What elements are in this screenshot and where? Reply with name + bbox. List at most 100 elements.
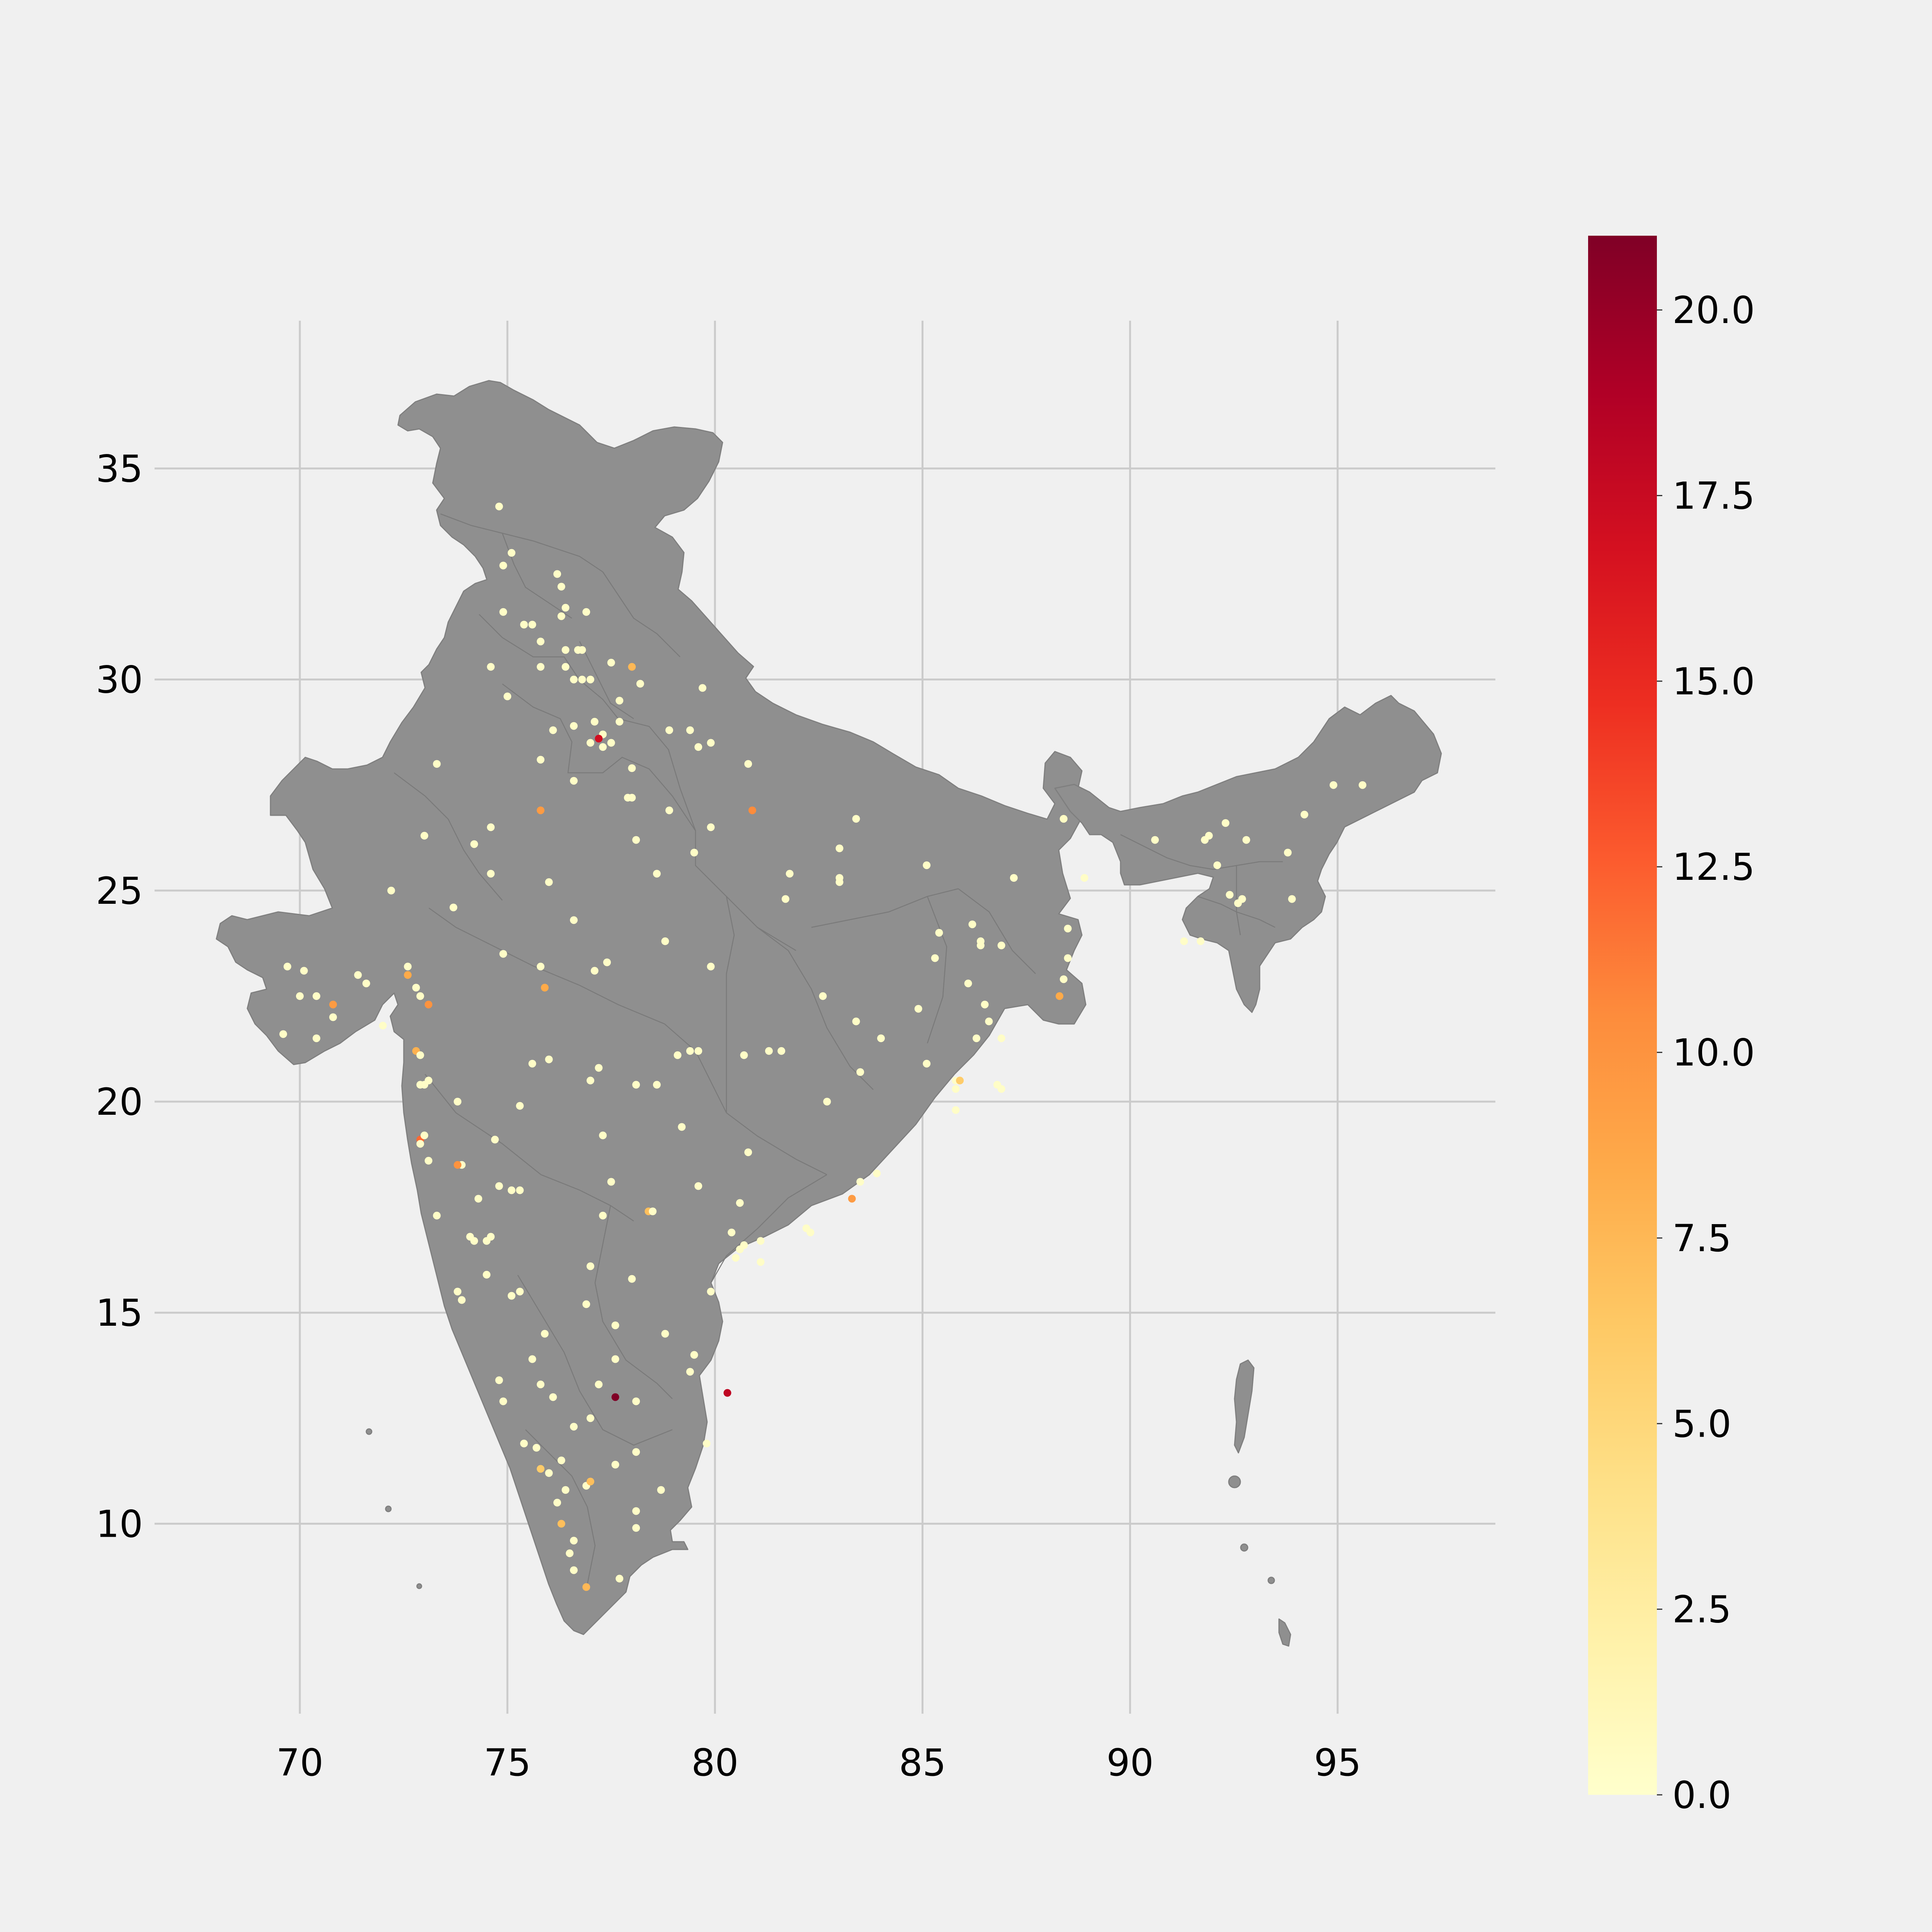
data-point xyxy=(1221,819,1230,827)
colorbar-tick-label: 12.5 xyxy=(1672,845,1755,889)
data-point xyxy=(611,1393,619,1401)
data-point xyxy=(757,1237,765,1245)
data-point xyxy=(313,1034,320,1043)
data-point xyxy=(537,963,545,971)
data-point xyxy=(997,1085,1005,1093)
data-point xyxy=(561,646,570,654)
colorbar xyxy=(1588,236,1657,1795)
data-point xyxy=(628,663,636,671)
x-tick-label: 85 xyxy=(899,1741,946,1784)
data-point xyxy=(707,823,715,831)
data-point xyxy=(553,1498,561,1507)
data-point xyxy=(690,849,698,857)
x-tick-label: 75 xyxy=(484,1741,531,1784)
scatter-points xyxy=(279,502,1367,1591)
data-point xyxy=(483,1270,491,1279)
data-point xyxy=(1213,861,1221,869)
data-point xyxy=(570,1537,578,1545)
colorbar-tick-label: 7.5 xyxy=(1672,1217,1731,1260)
data-point xyxy=(541,984,549,992)
x-tick-label: 95 xyxy=(1314,1741,1361,1784)
data-point xyxy=(744,760,752,768)
data-point xyxy=(545,878,553,886)
data-point xyxy=(507,1292,515,1300)
data-point xyxy=(561,1486,570,1494)
data-point xyxy=(557,612,565,620)
india-northeast xyxy=(1054,695,1442,1013)
x-tick-label: 90 xyxy=(1107,1741,1154,1784)
nicobar-islet xyxy=(1267,1577,1275,1584)
x-tick-label: 70 xyxy=(276,1741,323,1784)
data-point xyxy=(570,777,578,785)
data-point xyxy=(561,604,570,612)
data-point xyxy=(707,1287,715,1296)
data-point xyxy=(748,806,756,815)
data-point xyxy=(329,1000,337,1009)
data-point xyxy=(1359,781,1367,789)
data-point xyxy=(570,1566,578,1574)
data-point xyxy=(628,764,636,772)
data-point xyxy=(528,1060,536,1068)
data-point xyxy=(819,992,827,1000)
data-point xyxy=(914,1005,922,1013)
y-tick-label: 15 xyxy=(96,1291,143,1335)
data-point xyxy=(379,1022,387,1030)
data-point xyxy=(1060,975,1068,983)
data-point xyxy=(537,756,545,764)
data-point xyxy=(873,1169,881,1177)
data-point xyxy=(416,992,424,1000)
data-point xyxy=(740,1241,748,1249)
data-point xyxy=(582,1583,590,1591)
data-point xyxy=(678,1123,686,1131)
data-point xyxy=(499,1397,507,1405)
x-tick-label: 80 xyxy=(691,1741,738,1784)
data-point xyxy=(1180,937,1188,945)
data-point xyxy=(852,815,860,823)
data-point xyxy=(968,920,976,929)
data-point xyxy=(1330,781,1337,789)
data-point xyxy=(537,638,545,646)
data-point xyxy=(520,621,528,629)
data-point xyxy=(587,1262,594,1270)
data-point xyxy=(495,1182,503,1190)
data-point xyxy=(516,1102,524,1110)
state-borders-north xyxy=(394,513,1283,935)
data-point xyxy=(279,1030,287,1038)
data-point xyxy=(1205,832,1213,840)
data-point xyxy=(587,1478,594,1486)
data-point xyxy=(952,1085,960,1093)
data-point xyxy=(611,1461,619,1469)
colorbar-tick-label: 17.5 xyxy=(1672,474,1755,518)
colorbar-tick-label: 10.0 xyxy=(1672,1031,1755,1075)
data-point xyxy=(404,971,412,979)
data-point xyxy=(449,903,457,912)
data-point xyxy=(835,844,844,852)
data-point xyxy=(607,739,615,747)
data-point xyxy=(806,1228,815,1236)
data-point xyxy=(499,950,507,958)
data-point xyxy=(495,1376,503,1384)
data-point xyxy=(1064,925,1072,933)
data-point xyxy=(487,870,495,878)
data-point xyxy=(425,1000,432,1009)
data-point xyxy=(541,1330,549,1338)
data-point xyxy=(931,954,939,962)
data-point xyxy=(507,549,515,557)
data-point xyxy=(433,1211,441,1219)
data-point xyxy=(740,1051,748,1059)
data-point xyxy=(416,1051,424,1059)
data-point xyxy=(587,1414,594,1422)
data-point xyxy=(694,1047,702,1055)
data-point xyxy=(686,726,694,734)
data-point xyxy=(574,646,582,654)
data-point xyxy=(628,1275,636,1283)
data-point xyxy=(781,895,789,903)
data-point xyxy=(1197,937,1205,945)
data-point xyxy=(553,570,561,578)
data-point xyxy=(736,1199,744,1207)
data-point xyxy=(416,1081,424,1089)
data-point xyxy=(570,722,578,730)
data-point xyxy=(590,967,599,975)
data-point xyxy=(582,1300,590,1308)
lakshadweep-islet xyxy=(385,1505,392,1512)
